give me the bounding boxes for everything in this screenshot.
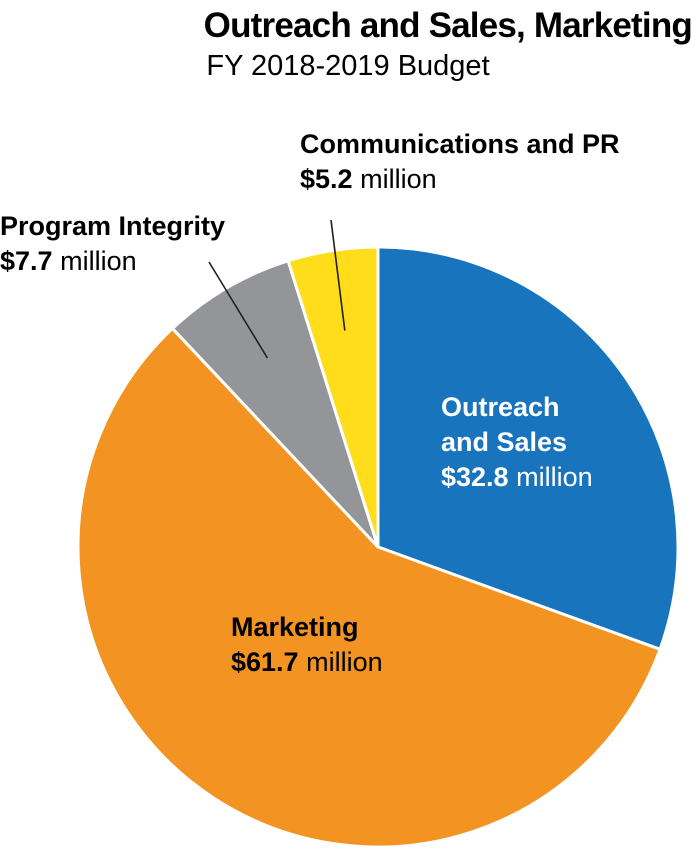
slice-label-marketing-name: Marketing [231,612,359,642]
leader-line-program-integrity [208,261,269,359]
slice-unit: million [516,462,593,492]
slice-value-outreach: $32.8 million [441,460,593,495]
pie-slice-communications-and-pr [286,245,380,549]
slice-label-outreach-and-sales: Outreach and Sales $32.8 million [441,390,593,495]
slice-value-marketing: $61.7 million [231,645,383,680]
slice-amount: $7.7 [0,246,53,276]
chart-subtitle: FY 2018-2019 Budget [206,50,490,82]
pie-slice-marketing [76,326,662,849]
slice-unit: million [60,246,137,276]
slice-value-communications: $5.2 million [300,162,620,197]
slice-unit: million [360,164,437,194]
slice-label-communications-and-pr: Communications and PR $5.2 million [300,127,620,197]
slice-amount: $32.8 [441,462,509,492]
slice-unit: million [306,647,383,677]
chart-title: Outreach and Sales, Marketing [203,6,693,45]
slice-label-outreach-line2: and Sales [441,427,568,457]
slice-label-communications-name: Communications and PR [300,129,620,159]
slice-label-outreach-line1: Outreach [441,392,560,422]
slice-value-program-integrity: $7.7 million [0,244,225,279]
slice-amount: $61.7 [231,647,299,677]
pie-slice-outreach-and-sales [376,245,680,651]
leader-line-communications-and-pr [330,219,346,331]
slice-label-marketing: Marketing $61.7 million [231,610,383,680]
slice-label-program-integrity-name: Program Integrity [0,211,226,241]
slice-label-program-integrity: Program Integrity $7.7 million [0,209,225,279]
slice-amount: $5.2 [300,164,353,194]
pie-slice-program-integrity [170,259,380,549]
